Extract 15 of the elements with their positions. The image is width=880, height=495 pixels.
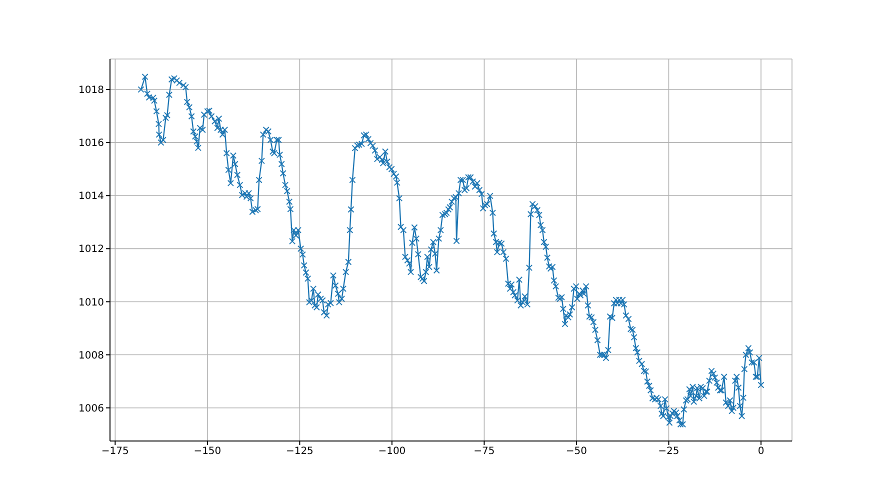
y-tick-label: 1008 bbox=[78, 350, 104, 362]
x-tick-label: −125 bbox=[286, 446, 314, 458]
y-tick-label: 1018 bbox=[78, 85, 104, 96]
x-tick-label: −100 bbox=[378, 446, 406, 458]
x-tick-label: −50 bbox=[566, 446, 588, 458]
y-tick-label: 1010 bbox=[78, 297, 104, 308]
y-tick-label: 1016 bbox=[78, 138, 104, 150]
x-tick-label: −75 bbox=[474, 446, 495, 458]
y-tick-label: 1006 bbox=[78, 403, 104, 414]
y-tick-label: 1012 bbox=[78, 244, 104, 256]
x-tick-label: 0 bbox=[758, 446, 764, 458]
x-tick-label: −175 bbox=[101, 446, 129, 458]
y-tick-label: 1014 bbox=[78, 191, 104, 202]
x-tick-label: −25 bbox=[658, 446, 680, 458]
x-tick-label: −150 bbox=[194, 446, 222, 458]
